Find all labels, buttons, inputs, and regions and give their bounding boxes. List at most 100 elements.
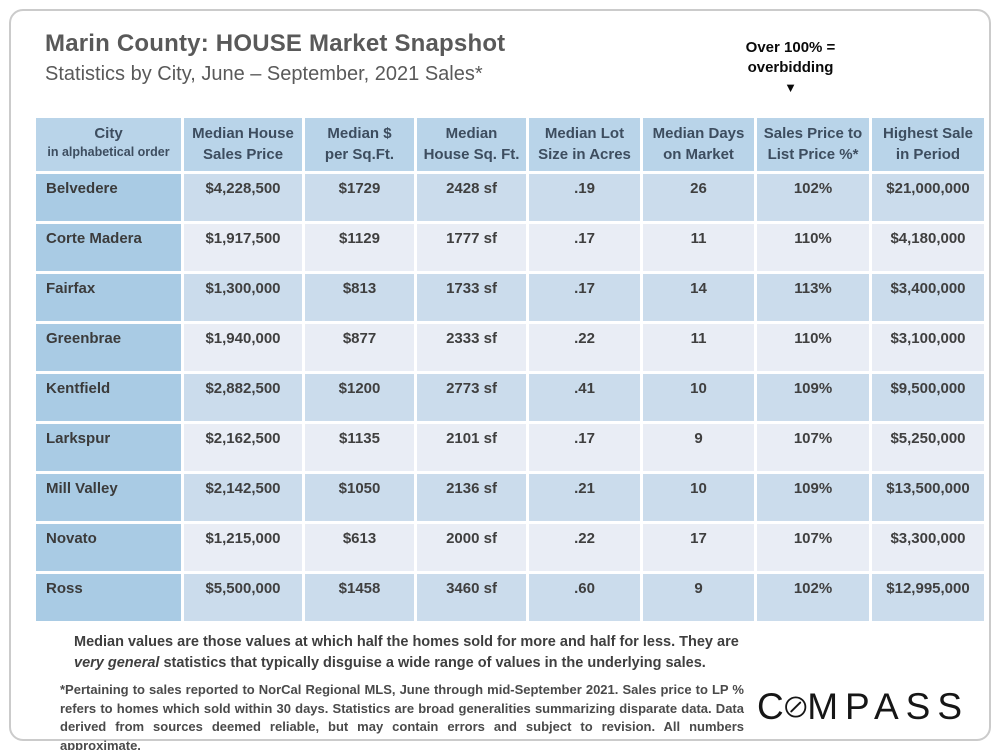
median-days-cell: 10	[643, 474, 754, 521]
table-row: Mill Valley $2,142,500 $1050 2136 sf .21…	[36, 474, 984, 521]
median-per-sqft-cell: $1458	[305, 574, 414, 621]
city-cell: Mill Valley	[36, 474, 181, 521]
median-days-cell: 10	[643, 374, 754, 421]
median-sales-price-cell: $4,228,500	[184, 174, 302, 221]
median-house-sqft-cell: 2428 sf	[417, 174, 526, 221]
highest-sale-cell: $13,500,000	[872, 474, 984, 521]
header-line1: Median Lot	[544, 125, 625, 142]
compass-logo-letters: MPASS	[807, 686, 969, 727]
header-median-house-sqft: Median House Sq. Ft.	[417, 118, 526, 171]
table-row: Belvedere $4,228,500 $1729 2428 sf .19 2…	[36, 174, 984, 221]
median-note-part2: statistics that typically disguise a wid…	[159, 655, 706, 671]
table-row: Corte Madera $1,917,500 $1129 1777 sf .1…	[36, 224, 984, 271]
header-line1: Highest Sale	[882, 125, 974, 142]
table-row: Novato $1,215,000 $613 2000 sf .22 17 10…	[36, 524, 984, 571]
median-days-cell: 17	[643, 524, 754, 571]
highest-sale-cell: $21,000,000	[872, 174, 984, 221]
median-sales-price-cell: $2,142,500	[184, 474, 302, 521]
median-note-part1: Median values are those values at which …	[74, 634, 739, 650]
city-cell: Greenbrae	[36, 324, 181, 371]
highest-sale-cell: $5,250,000	[872, 424, 984, 471]
header-sale-to-list: Sales Price to List Price %*	[757, 118, 869, 171]
median-per-sqft-cell: $1200	[305, 374, 414, 421]
median-days-cell: 9	[643, 574, 754, 621]
overbidding-note-line1: Over 100% =	[745, 39, 836, 56]
city-cell: Novato	[36, 524, 181, 571]
header-median-days: Median Days on Market	[643, 118, 754, 171]
median-days-cell: 26	[643, 174, 754, 221]
median-definition-note: Median values are those values at which …	[74, 632, 742, 674]
overbidding-note: Over 100% = overbidding ▼	[728, 38, 853, 95]
median-house-sqft-cell: 1777 sf	[417, 224, 526, 271]
table-row: Fairfax $1,300,000 $813 1733 sf .17 14 1…	[36, 274, 984, 321]
highest-sale-cell: $9,500,000	[872, 374, 984, 421]
median-house-sqft-cell: 2773 sf	[417, 374, 526, 421]
median-lot-size-cell: .60	[529, 574, 640, 621]
market-stats-table: City in alphabetical order Median House …	[33, 115, 987, 624]
median-sales-price-cell: $1,300,000	[184, 274, 302, 321]
median-house-sqft-cell: 2136 sf	[417, 474, 526, 521]
page-subtitle: Statistics by City, June – September, 20…	[45, 63, 483, 85]
header-median-per-sqft: Median $ per Sq.Ft.	[305, 118, 414, 171]
table-row: Larkspur $2,162,500 $1135 2101 sf .17 9 …	[36, 424, 984, 471]
median-per-sqft-cell: $813	[305, 274, 414, 321]
highest-sale-cell: $4,180,000	[872, 224, 984, 271]
median-days-cell: 14	[643, 274, 754, 321]
sale-to-list-cell: 110%	[757, 324, 869, 371]
median-per-sqft-cell: $877	[305, 324, 414, 371]
city-cell: Belvedere	[36, 174, 181, 221]
highest-sale-cell: $3,400,000	[872, 274, 984, 321]
median-house-sqft-cell: 2333 sf	[417, 324, 526, 371]
header-line1: Median	[445, 125, 498, 142]
median-sales-price-cell: $2,882,500	[184, 374, 302, 421]
sale-to-list-cell: 110%	[757, 224, 869, 271]
header-city: City in alphabetical order	[36, 118, 181, 171]
median-house-sqft-cell: 2000 sf	[417, 524, 526, 571]
median-days-cell: 11	[643, 324, 754, 371]
city-cell: Ross	[36, 574, 181, 621]
overbidding-note-line2: overbidding	[747, 59, 834, 76]
sale-to-list-cell: 109%	[757, 374, 869, 421]
median-lot-size-cell: .22	[529, 324, 640, 371]
median-house-sqft-cell: 1733 sf	[417, 274, 526, 321]
header-line2: List Price %*	[767, 146, 859, 163]
header-city-line2: in alphabetical order	[47, 145, 170, 159]
highest-sale-cell: $3,300,000	[872, 524, 984, 571]
highest-sale-cell: $12,995,000	[872, 574, 984, 621]
compass-logo: C MPASS	[757, 686, 969, 728]
median-house-sqft-cell: 3460 sf	[417, 574, 526, 621]
header-median-sales-price: Median House Sales Price	[184, 118, 302, 171]
median-lot-size-cell: .17	[529, 424, 640, 471]
page-title: Marin County: HOUSE Market Snapshot	[45, 30, 506, 57]
median-note-italic: very general	[74, 655, 160, 671]
sale-to-list-cell: 102%	[757, 574, 869, 621]
median-per-sqft-cell: $1135	[305, 424, 414, 471]
highest-sale-cell: $3,100,000	[872, 324, 984, 371]
header-line1: Median House	[192, 125, 294, 142]
down-arrow-icon: ▼	[784, 80, 797, 95]
header-city-line1: City	[94, 125, 123, 142]
header-line2: Sales Price	[202, 146, 284, 163]
median-sales-price-cell: $2,162,500	[184, 424, 302, 471]
median-days-cell: 9	[643, 424, 754, 471]
sale-to-list-cell: 109%	[757, 474, 869, 521]
compass-o-icon	[784, 696, 807, 718]
header-median-lot-size: Median Lot Size in Acres	[529, 118, 640, 171]
median-per-sqft-cell: $1050	[305, 474, 414, 521]
median-lot-size-cell: .17	[529, 274, 640, 321]
sale-to-list-cell: 107%	[757, 424, 869, 471]
median-sales-price-cell: $1,940,000	[184, 324, 302, 371]
table-header: City in alphabetical order Median House …	[36, 118, 984, 171]
city-cell: Corte Madera	[36, 224, 181, 271]
median-lot-size-cell: .21	[529, 474, 640, 521]
header-line1: Median Days	[652, 125, 745, 142]
header-line1: Median $	[327, 125, 392, 142]
city-cell: Fairfax	[36, 274, 181, 321]
median-sales-price-cell: $1,215,000	[184, 524, 302, 571]
table-row: Greenbrae $1,940,000 $877 2333 sf .22 11…	[36, 324, 984, 371]
header-line2: on Market	[663, 146, 734, 163]
table-row: Kentfield $2,882,500 $1200 2773 sf .41 1…	[36, 374, 984, 421]
header-highest-sale: Highest Sale in Period	[872, 118, 984, 171]
table-header-row: City in alphabetical order Median House …	[36, 118, 984, 171]
median-house-sqft-cell: 2101 sf	[417, 424, 526, 471]
